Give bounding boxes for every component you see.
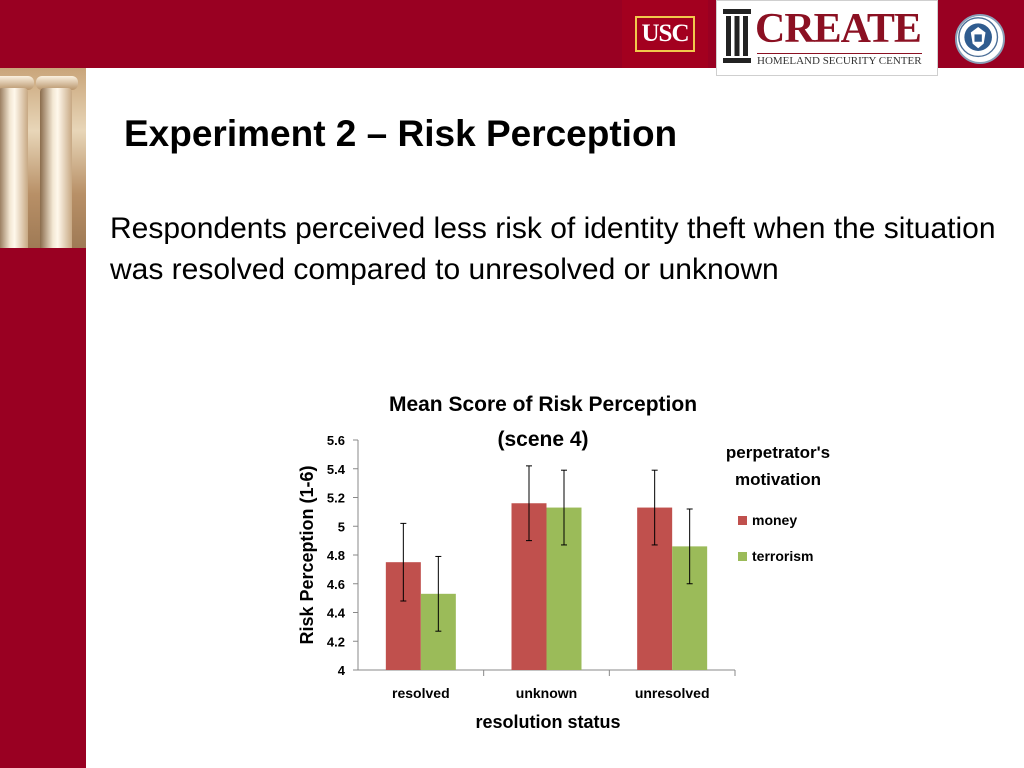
legend-swatch-terrorism xyxy=(738,552,747,561)
y-tick-label: 4.6 xyxy=(327,577,345,592)
dhs-seal-icon xyxy=(955,14,1005,64)
x-tick-label: unresolved xyxy=(635,685,710,701)
legend-title-line2: motivation xyxy=(735,470,821,489)
legend-label-terrorism: terrorism xyxy=(752,548,813,564)
chart-title-line2: (scene 4) xyxy=(497,428,588,451)
usc-logo: USC xyxy=(622,0,708,68)
y-tick-label: 4.2 xyxy=(327,634,345,649)
x-tick-label: resolved xyxy=(392,685,450,701)
y-axis-label: Risk Perception (1-6) xyxy=(297,465,317,644)
legend-label-money: money xyxy=(752,512,797,528)
bar-chart: Mean Score of Risk Perception (scene 4) … xyxy=(297,393,830,732)
legend-swatch-money xyxy=(738,516,747,525)
create-logo-subtitle: HOMELAND SECURITY CENTER xyxy=(757,53,922,67)
create-logo-text: CREATE xyxy=(755,6,922,52)
slide-body-text: Respondents perceived less risk of ident… xyxy=(110,212,996,286)
pillars-icon xyxy=(723,9,751,63)
chart-title-line1: Mean Score of Risk Perception xyxy=(389,393,697,416)
y-tick-label: 5 xyxy=(338,519,345,534)
x-axis-label: resolution status xyxy=(475,712,620,732)
y-tick-label: 4 xyxy=(338,663,346,678)
x-tick-label: unknown xyxy=(516,685,577,701)
columns-photo xyxy=(0,68,86,248)
y-tick-label: 5.4 xyxy=(327,462,346,477)
create-logo: CREATE HOMELAND SECURITY CENTER xyxy=(716,0,938,76)
y-tick-label: 5.6 xyxy=(327,433,345,448)
legend-title-line1: perpetrator's xyxy=(726,443,830,462)
usc-logo-text: USC xyxy=(635,16,695,52)
y-tick-label: 4.8 xyxy=(327,548,345,563)
slide-title: Experiment 2 – Risk Perception xyxy=(124,113,678,154)
y-tick-label: 5.2 xyxy=(327,491,345,506)
y-tick-label: 4.4 xyxy=(327,606,346,621)
